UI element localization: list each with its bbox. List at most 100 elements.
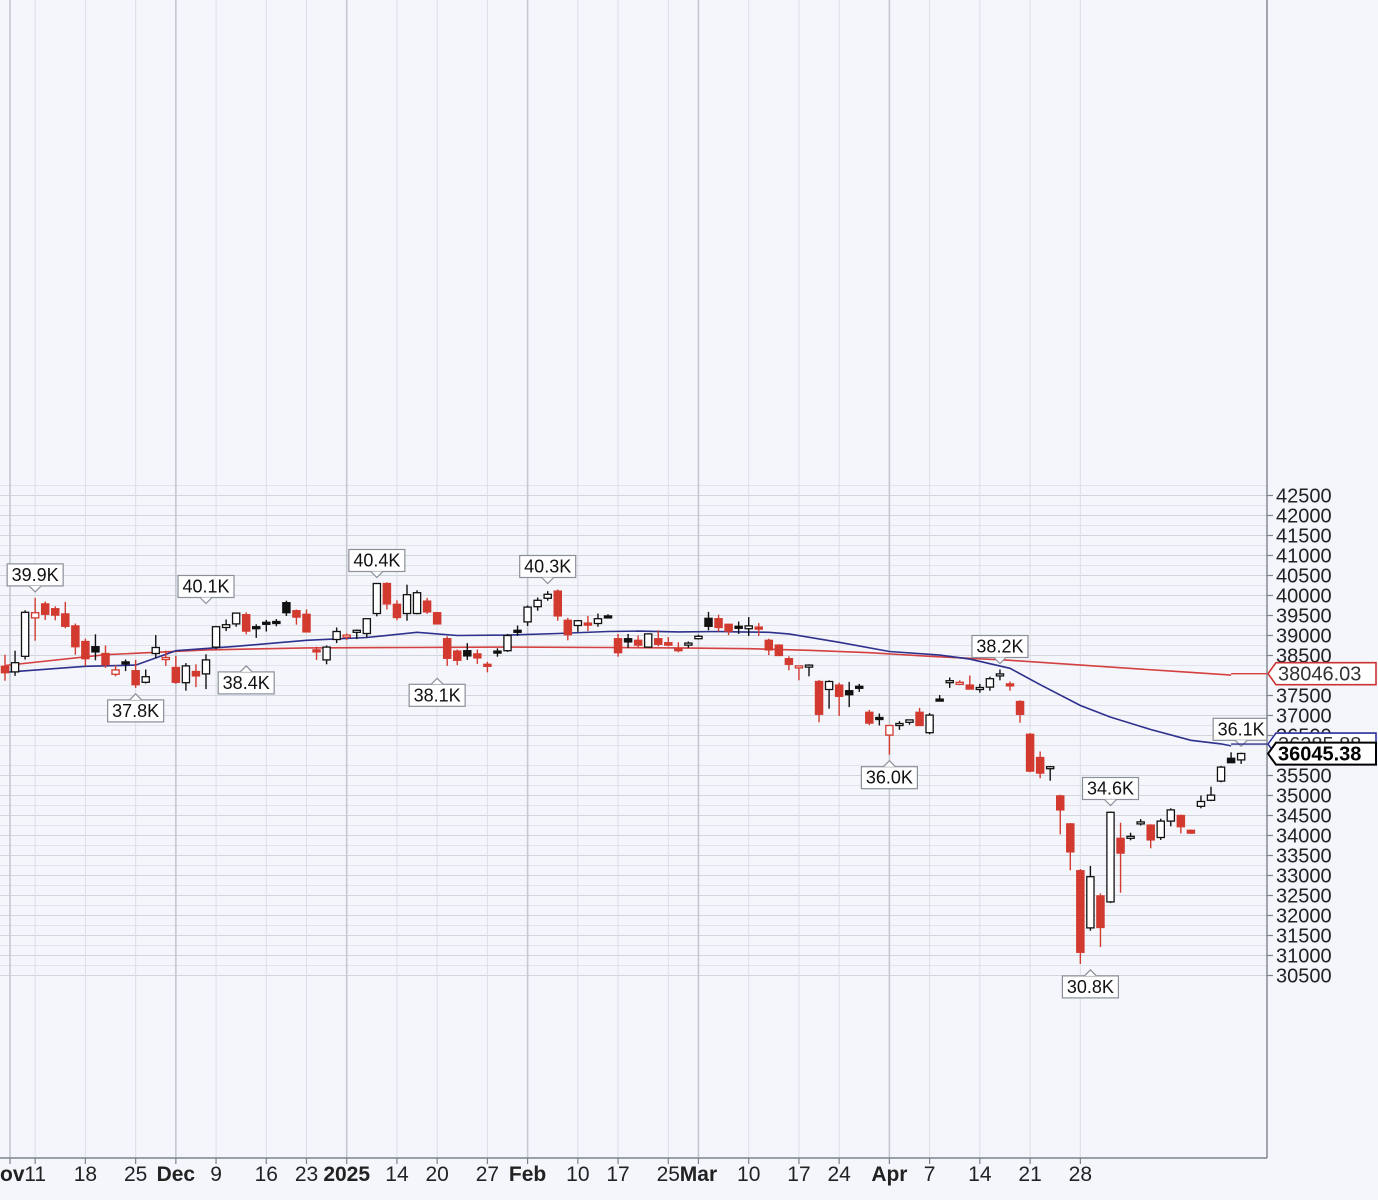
candle	[302, 609, 311, 633]
candle-body	[111, 669, 120, 675]
candle-body	[875, 716, 884, 721]
candle-body	[1236, 752, 1246, 761]
x-tick-label: 18	[74, 1163, 97, 1186]
candle	[1236, 752, 1246, 764]
candle-body	[814, 680, 824, 715]
candle	[684, 641, 693, 648]
candle-body	[211, 626, 221, 648]
callout-label: 40.3K	[519, 554, 577, 585]
callout-text: 40.1K	[182, 577, 229, 597]
candle-body	[613, 638, 623, 654]
candle	[1196, 795, 1206, 809]
callout-pointer	[1104, 799, 1117, 807]
callout-pointer	[541, 577, 555, 585]
candle	[382, 582, 392, 610]
candle	[61, 601, 70, 629]
callout-text: 40.4K	[353, 551, 400, 571]
candle-body	[804, 664, 814, 668]
y-tick-label: 42000	[1276, 506, 1332, 528]
candle-body	[945, 680, 954, 684]
x-tick-label: Feb	[509, 1163, 546, 1186]
x-tick-label: 20	[425, 1163, 448, 1186]
candle	[141, 669, 150, 684]
candle-body	[302, 613, 311, 633]
candle	[804, 664, 814, 677]
candle-body	[131, 670, 140, 686]
candle-body	[844, 690, 854, 696]
y-tick-label: 31000	[1276, 946, 1332, 968]
candle-body	[684, 642, 693, 646]
candle-body	[61, 613, 70, 627]
candle	[995, 669, 1005, 681]
x-tick-label: 7	[924, 1163, 936, 1186]
y-tick-label: 37000	[1276, 706, 1332, 728]
candle-body	[794, 665, 804, 669]
callout-text: 40.3K	[524, 557, 571, 577]
candle-body	[1096, 895, 1105, 929]
candle	[422, 597, 432, 614]
candle-body	[995, 673, 1005, 677]
candle	[432, 611, 442, 625]
candle-body	[1106, 811, 1115, 903]
callout-label: 30.8K	[1061, 969, 1120, 999]
candle	[613, 633, 623, 657]
candle-body	[141, 676, 150, 683]
candle	[1146, 824, 1155, 849]
candle	[1106, 811, 1115, 904]
x-tick-label: 24	[827, 1163, 851, 1186]
candle	[674, 642, 683, 653]
callout-pointer	[1234, 739, 1248, 748]
candle	[452, 649, 462, 666]
candle	[824, 680, 834, 709]
candle-body	[1025, 733, 1035, 772]
candle	[1156, 818, 1166, 840]
candle-body	[0, 665, 10, 674]
callout-label: 38.1K	[408, 677, 466, 707]
candle-body	[865, 711, 874, 724]
callout-text: 38.2K	[976, 637, 1023, 657]
callout-pointer	[1083, 969, 1097, 977]
candle-body	[322, 646, 331, 661]
candle	[402, 584, 412, 621]
candle	[814, 679, 824, 723]
y-tick-label: 39500	[1276, 606, 1332, 628]
candle	[915, 707, 924, 727]
candle	[563, 617, 573, 641]
candle	[1066, 823, 1075, 871]
candle	[1126, 832, 1135, 841]
callout-text: 38.1K	[414, 685, 461, 705]
candle-body	[694, 635, 703, 640]
candle-body	[1176, 814, 1186, 828]
y-tick-label: 41000	[1276, 546, 1332, 568]
candle-body	[784, 658, 794, 665]
candle-body	[191, 670, 201, 677]
candle-body	[654, 638, 663, 645]
candle	[1056, 794, 1065, 835]
candle	[262, 619, 271, 632]
candle-body	[20, 611, 30, 657]
candle	[925, 713, 934, 735]
candle-body	[744, 625, 753, 630]
candle-body	[81, 640, 90, 660]
candle	[1166, 808, 1176, 827]
candle-body	[181, 665, 191, 684]
candle	[503, 633, 512, 652]
candle	[362, 618, 372, 638]
candle-body	[915, 711, 924, 727]
candle	[1005, 681, 1015, 691]
candle	[734, 621, 743, 634]
grid-lines	[0, 0, 1267, 1158]
candle-body	[51, 608, 60, 616]
y-tick-label: 32000	[1276, 906, 1332, 928]
candle	[603, 614, 613, 619]
candle	[91, 634, 100, 661]
candle-body	[30, 612, 40, 619]
candle-body	[251, 626, 261, 630]
candle	[392, 600, 402, 621]
x-tick-label: 16	[255, 1163, 278, 1186]
candle-body	[71, 625, 80, 648]
price-tag-box	[1266, 741, 1377, 766]
candle	[30, 597, 40, 641]
price-tags: 38046.0336285.8836045.38	[1231, 661, 1377, 766]
candle-body	[543, 593, 552, 599]
